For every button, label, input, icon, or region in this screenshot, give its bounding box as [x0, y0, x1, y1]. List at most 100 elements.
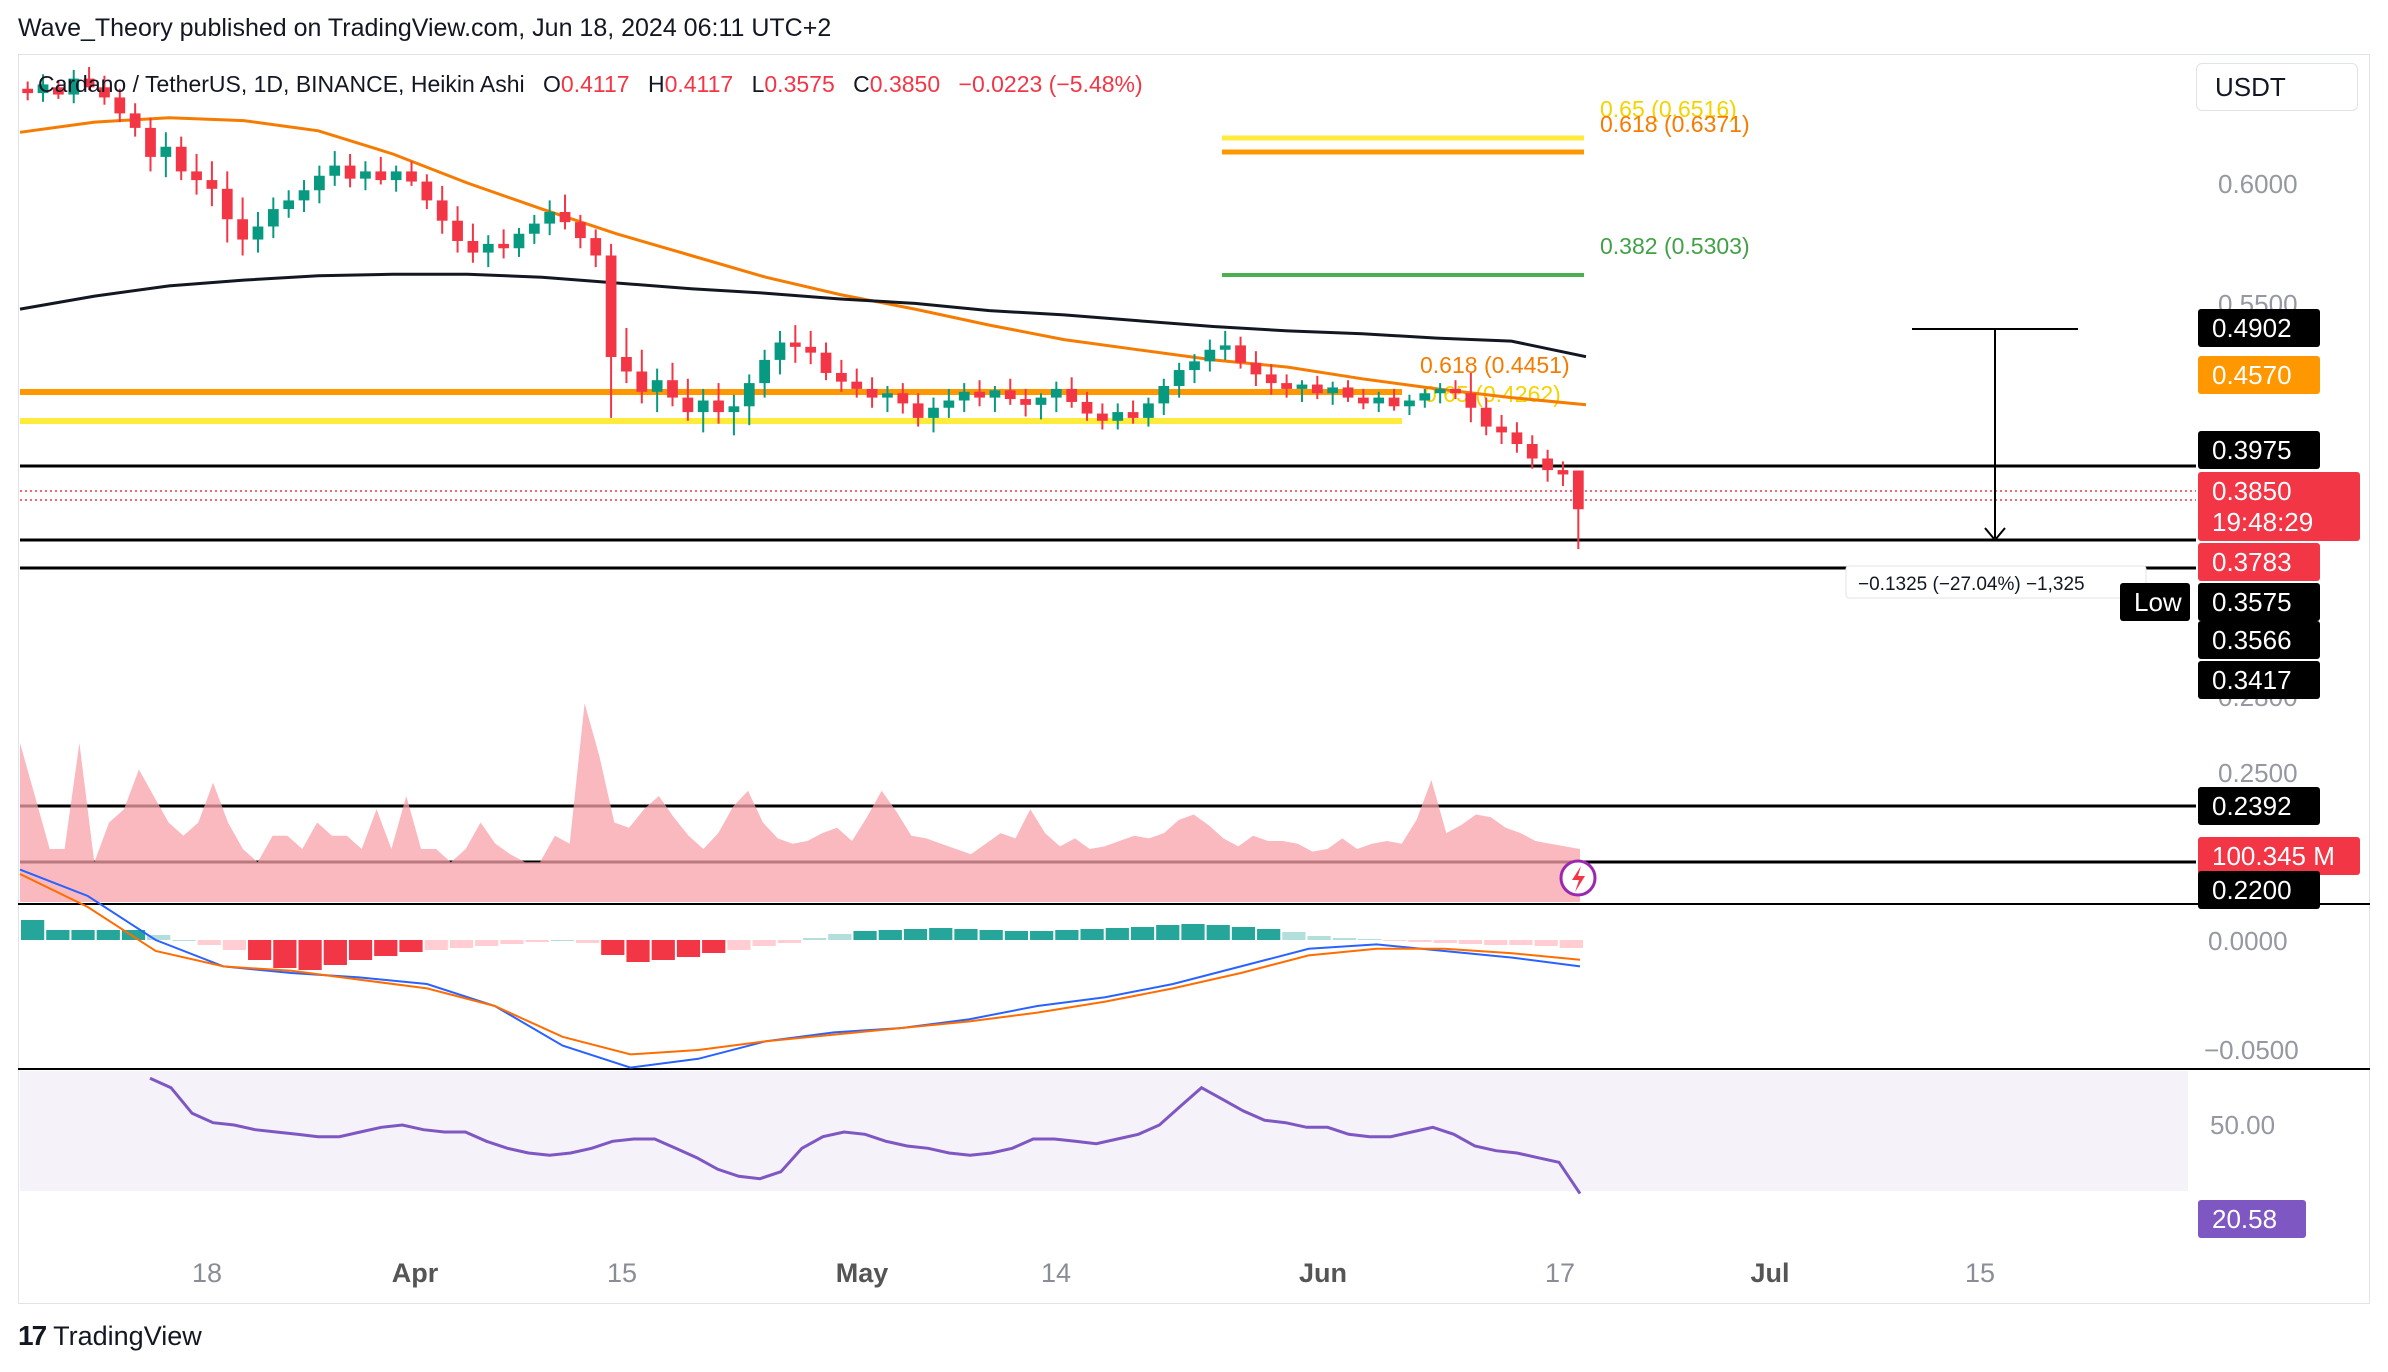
- lightning-icon: [1572, 866, 1585, 892]
- open-value: 0.4117: [560, 71, 630, 97]
- price-axis-label-box: [2198, 871, 2320, 909]
- candle-body: [943, 400, 955, 408]
- macd-histogram-bar: [21, 920, 45, 940]
- macd-histogram-bar: [197, 940, 221, 945]
- price-axis-label-box: [2198, 837, 2360, 875]
- macd-histogram-bar: [1307, 936, 1331, 940]
- macd-histogram-bar: [626, 940, 650, 962]
- candle-body: [1480, 407, 1492, 427]
- macd-histogram-bar: [147, 935, 171, 940]
- candle-body: [160, 146, 172, 157]
- candle-body: [1434, 388, 1446, 394]
- candle-body: [1465, 393, 1477, 408]
- close-label: C: [853, 71, 870, 97]
- macd-histogram-bar: [172, 940, 196, 941]
- price-axis-label-box: [2198, 309, 2320, 347]
- candle-body: [314, 175, 325, 191]
- macd-histogram-bar: [1130, 927, 1155, 940]
- tradingview-logo[interactable]: 17 TradingView: [18, 1320, 202, 1352]
- measure-label: −0.1325 (−27.04%) −1,325: [1858, 574, 2085, 595]
- candle-body: [1035, 397, 1047, 405]
- candle-body: [1296, 384, 1308, 389]
- price-axis-label: 0.2392: [2212, 791, 2292, 821]
- candle-body: [390, 171, 402, 181]
- candle-body: [53, 87, 64, 95]
- candle-body: [436, 200, 448, 221]
- candle-body: [912, 403, 924, 418]
- ema-50-line: [19, 116, 1587, 407]
- candle-body: [1066, 388, 1078, 402]
- candle-body: [1265, 374, 1277, 384]
- candle-body: [1419, 393, 1431, 401]
- macd-histogram-bar: [828, 934, 852, 940]
- macd-histogram-bar: [1408, 940, 1432, 942]
- candle-body: [513, 233, 525, 249]
- candle-body: [237, 219, 248, 240]
- candle-body: [482, 243, 494, 253]
- candle-body: [759, 359, 770, 384]
- candle-body: [68, 78, 80, 95]
- macd-line: [19, 868, 1581, 1069]
- candle-body: [1327, 387, 1339, 394]
- candle-body: [882, 393, 893, 398]
- macd-histogram-bar: [903, 929, 928, 940]
- macd-histogram-bar: [954, 929, 978, 940]
- candle-body: [1388, 397, 1400, 407]
- macd-histogram-bar: [1534, 940, 1558, 946]
- candle-body: [605, 255, 617, 357]
- candle-body: [1511, 432, 1523, 444]
- candle-body: [697, 400, 709, 413]
- currency-selector[interactable]: USDT: [2196, 63, 2358, 111]
- macd-histogram-bar: [1509, 940, 1533, 945]
- candle-body: [206, 180, 218, 189]
- macd-histogram-bar: [1055, 930, 1079, 940]
- macd-histogram-bar: [651, 940, 675, 960]
- macd-histogram-bar: [298, 940, 322, 970]
- symbol-name[interactable]: Cardano / TetherUS, 1D, BINANCE, Heikin …: [38, 71, 525, 97]
- candle-body: [728, 406, 740, 413]
- price-axis-label-box: [2120, 583, 2190, 621]
- candle-body: [283, 200, 295, 210]
- x-tick-label: 15: [1965, 1258, 1995, 1288]
- y-tick-label: 50.00: [2210, 1110, 2275, 1140]
- macd-histogram-bar: [96, 930, 120, 940]
- rsi-band: [20, 1071, 2188, 1191]
- signal-line: [19, 873, 1581, 1056]
- candle-body: [498, 243, 509, 249]
- candle-body: [1542, 458, 1553, 471]
- macd-histogram-bar: [1105, 928, 1129, 940]
- price-axis-label: 100.345 M: [2212, 841, 2335, 871]
- candle-body: [1158, 386, 1170, 404]
- candle-body: [1450, 388, 1461, 394]
- candle-body: [421, 181, 433, 201]
- macd-histogram-bar: [1332, 938, 1356, 940]
- candle-body: [298, 190, 310, 201]
- candle-body: [1204, 349, 1216, 362]
- candle-body: [667, 380, 678, 398]
- price-axis-label: 0.3566: [2212, 625, 2292, 655]
- candle-body: [129, 113, 141, 128]
- macd-histogram-bar: [575, 940, 600, 943]
- macd-histogram-bar: [374, 940, 398, 956]
- candle-body: [22, 88, 34, 94]
- candle-body: [329, 165, 341, 176]
- x-tick-label: Jul: [1750, 1258, 1789, 1288]
- macd-histogram-bar: [1282, 932, 1306, 940]
- candle-body: [636, 371, 648, 392]
- candle-body: [1173, 370, 1185, 386]
- candle-body: [1281, 383, 1292, 389]
- macd-histogram-bar: [348, 940, 373, 960]
- candle-body: [774, 342, 786, 360]
- macd-histogram-bar: [1080, 929, 1104, 940]
- macd-histogram-bar: [46, 930, 70, 940]
- candle-body: [743, 383, 755, 407]
- macd-histogram-bar: [1004, 931, 1029, 940]
- price-axis-label: 0.3783: [2212, 547, 2292, 577]
- candle-body: [559, 212, 571, 223]
- candle-body: [928, 407, 939, 418]
- candle-body: [651, 380, 663, 392]
- candle-body: [1373, 397, 1385, 404]
- price-axis-label: 0.3975: [2212, 435, 2292, 465]
- candle-body: [1097, 413, 1108, 421]
